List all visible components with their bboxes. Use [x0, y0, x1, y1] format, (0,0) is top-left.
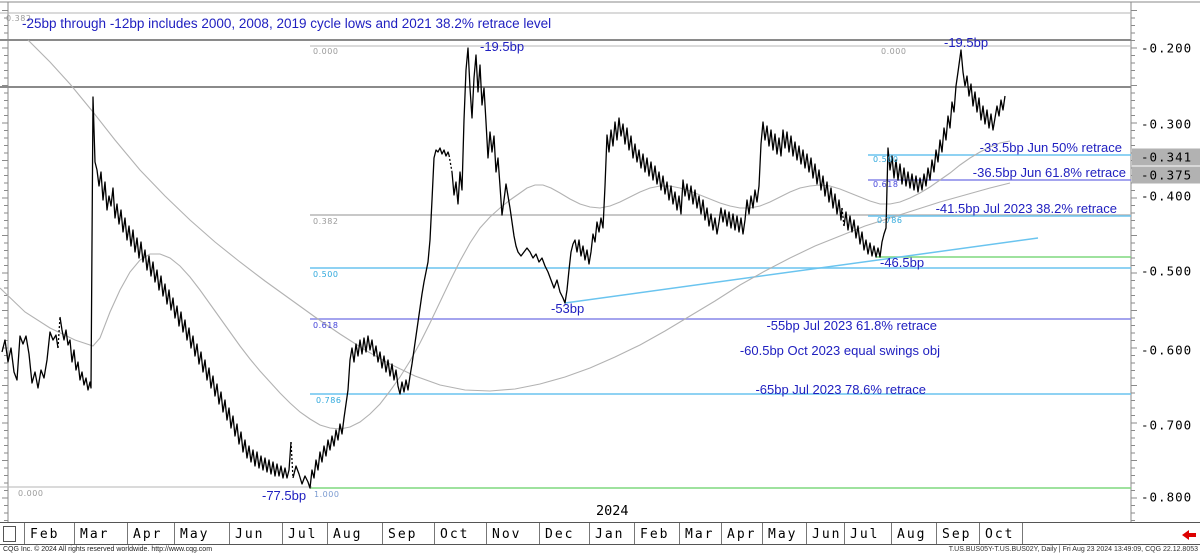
month-label: Jul — [288, 527, 318, 542]
month-label: Apr — [133, 527, 163, 542]
arrow-shaft — [1188, 533, 1196, 537]
annotation-text[interactable]: -65bp Jul 2023 78.6% retrace — [755, 382, 926, 397]
price-line-segment[interactable] — [1, 331, 59, 389]
month-separator — [434, 523, 435, 544]
month-separator — [24, 523, 25, 544]
month-label: Sep — [388, 527, 418, 542]
month-label: Nov — [492, 527, 522, 542]
month-separator — [806, 523, 807, 544]
annotation-text[interactable]: -41.5bp Jul 2023 38.2% retrace — [935, 201, 1117, 216]
price-line-segment[interactable] — [843, 49, 1006, 258]
annotation-text[interactable]: -36.5bp Jun 61.8% retrace — [972, 165, 1126, 180]
month-separator — [721, 523, 722, 544]
annotation-text[interactable]: -53bp — [551, 301, 585, 316]
price-axis-label: -0.400 — [1141, 188, 1193, 204]
fib-level-label: 0.382 — [6, 14, 31, 23]
price-axis-label: -0.200 — [1141, 40, 1193, 56]
month-separator — [539, 523, 540, 544]
month-label: Sep — [942, 527, 972, 542]
month-label: Aug — [897, 527, 927, 542]
month-label: Mar — [80, 527, 110, 542]
price-gap-dotted-segment — [448, 154, 453, 173]
fib-level-label: 0.500 — [873, 155, 898, 164]
instrument-info-text: T.US.BUS05Y-T.US.BUS02Y, Daily | Fri Aug… — [948, 546, 1198, 553]
fib-level-label: 0.500 — [313, 270, 338, 279]
annotation-text[interactable]: -77.5bp — [262, 488, 307, 503]
month-label: Oct — [440, 527, 470, 542]
annotation-text[interactable]: -33.5bp Jun 50% retrace — [979, 140, 1122, 155]
year-label: 2024 — [596, 503, 629, 519]
fib-level-label: 0.382 — [313, 217, 338, 226]
month-separator — [844, 523, 845, 544]
annotation-text[interactable]: -46.5bp — [880, 255, 925, 270]
month-separator — [891, 523, 892, 544]
month-label: Mar — [685, 527, 715, 542]
price-line-segment[interactable] — [59, 96, 292, 479]
status-bar: CQG Inc. © 2024 All rights reserved worl… — [0, 546, 1200, 554]
month-label: May — [768, 527, 798, 542]
price-gap-dotted-segment — [57, 316, 61, 349]
month-label: Feb — [30, 527, 60, 542]
annotation-text[interactable]: -55bp Jul 2023 61.8% retrace — [766, 318, 937, 333]
month-label: Oct — [985, 527, 1015, 542]
month-separator — [936, 523, 937, 544]
month-separator — [679, 523, 680, 544]
moving-average-slow-line — [27, 39, 1011, 392]
annotation-text[interactable]: -60.5bp Oct 2023 equal swings obj — [739, 343, 940, 358]
month-label: Feb — [640, 527, 670, 542]
month-label: Jun — [812, 527, 842, 542]
month-separator — [74, 523, 75, 544]
month-separator — [486, 523, 487, 544]
month-separator — [282, 523, 283, 544]
month-label: Jun — [235, 527, 265, 542]
price-axis-label: -0.500 — [1141, 263, 1193, 279]
price-gap-dotted-segment — [290, 441, 294, 479]
scroll-left-arrow-icon[interactable] — [1182, 530, 1198, 541]
month-separator — [589, 523, 590, 544]
price-axis-highlighted-value: -0.375 — [1132, 166, 1200, 184]
fib-level-label: 0.618 — [873, 180, 898, 189]
arrow-head — [1182, 530, 1189, 540]
price-axis-highlighted-value: -0.341 — [1132, 148, 1200, 166]
month-label: Aug — [333, 527, 363, 542]
price-line-segment[interactable] — [292, 147, 450, 489]
fib-level-label: 0.618 — [313, 321, 338, 330]
month-separator — [174, 523, 175, 544]
annotation-text[interactable]: -19.5bp — [480, 39, 525, 54]
rising-trendline[interactable] — [564, 237, 1039, 304]
price-axis-label: -0.600 — [1141, 342, 1193, 358]
month-separator — [127, 523, 128, 544]
month-label: Jan — [595, 527, 625, 542]
fib-level-label: 0.000 — [313, 47, 338, 56]
price-gap-dotted-segment — [841, 207, 845, 227]
month-separator — [979, 523, 980, 544]
copyright-text: CQG Inc. © 2024 All rights reserved worl… — [3, 546, 213, 553]
fib-level-label: 1.000 — [314, 490, 339, 499]
month-separator — [1022, 523, 1023, 544]
month-label: Jul — [850, 527, 880, 542]
month-label: May — [180, 527, 210, 542]
month-separator — [634, 523, 635, 544]
price-axis-label: -0.700 — [1141, 417, 1193, 433]
fib-level-label: 0.786 — [877, 216, 902, 225]
analyst-note-banner[interactable]: -25bp through -12bp includes 2000, 2008,… — [22, 16, 552, 31]
month-separator — [762, 523, 763, 544]
fib-level-label: 0.786 — [316, 396, 341, 405]
month-label: Apr — [727, 527, 757, 542]
axis-checkbox[interactable] — [3, 526, 16, 542]
month-separator — [229, 523, 230, 544]
month-separator — [327, 523, 328, 544]
month-separator — [382, 523, 383, 544]
price-axis-label: -0.300 — [1141, 116, 1193, 132]
price-line-segment[interactable] — [451, 47, 843, 304]
month-label: Dec — [545, 527, 575, 542]
price-axis-label: -0.800 — [1141, 489, 1193, 505]
time-axis[interactable]: Feb Mar Apr May Jun Jul Aug Sep Oct Nov Dec Jan Feb M… — [0, 522, 1200, 545]
fib-level-label: 0.000 — [881, 47, 906, 56]
fib-level-label: 0.000 — [18, 489, 43, 498]
moving-average-fast-line — [0, 140, 1011, 430]
annotation-text[interactable]: -19.5bp — [944, 35, 989, 50]
